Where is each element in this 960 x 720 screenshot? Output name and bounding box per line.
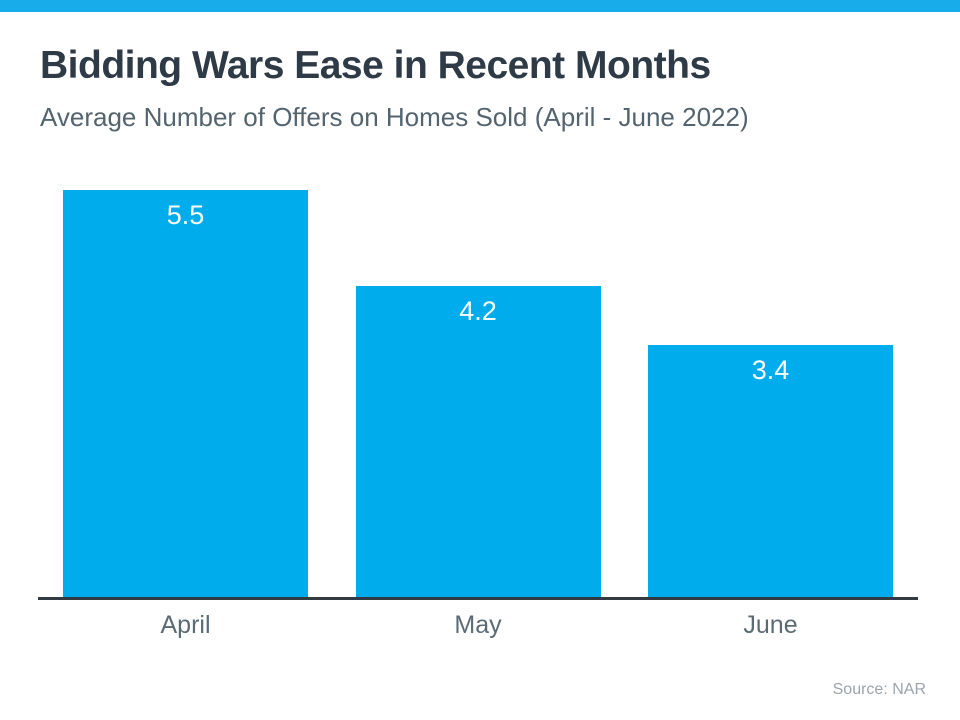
- x-axis-label-june: June: [743, 611, 798, 639]
- chart-title: Bidding Wars Ease in Recent Months: [40, 44, 711, 87]
- bar-may: 4.2: [355, 286, 601, 597]
- x-axis-label-may: May: [454, 611, 502, 639]
- bar-value-label-april: 5.5: [166, 200, 205, 230]
- x-axis-labels: April May June: [63, 611, 893, 640]
- source-note: Source: NAR: [832, 681, 926, 698]
- plot-area: 5.5 4.2 3.4: [63, 190, 893, 597]
- bar-june: 3.4: [648, 345, 893, 597]
- x-axis-line: [38, 597, 918, 600]
- bar-april: 5.5: [63, 190, 308, 597]
- chart-subtitle: Average Number of Offers on Homes Sold (…: [40, 102, 749, 132]
- bar-value-label-may: 4.2: [459, 296, 497, 326]
- bar-value-label-june: 3.4: [751, 355, 790, 385]
- top-accent-bar: [0, 0, 960, 12]
- x-axis-label-april: April: [160, 611, 211, 639]
